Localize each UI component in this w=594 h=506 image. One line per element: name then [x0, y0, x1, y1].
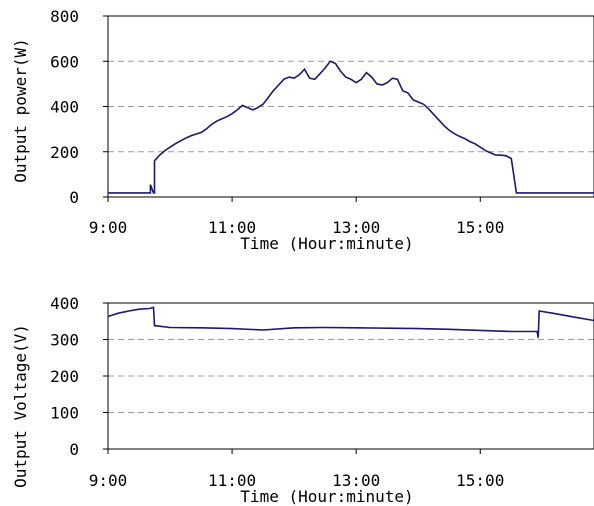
- power-chart: 0 200 400 600 800 9:00 11:00 13:00 15:00 Time (…: [11, 7, 594, 253]
- x-tick-label: 13:00: [332, 218, 380, 237]
- power-x-axis-label: Time (Hour:minute): [240, 234, 413, 253]
- y-tick-label: 0: [69, 440, 79, 459]
- x-tick-label: 15:00: [456, 218, 504, 237]
- voltage-x-axis: 9:00 11:00 13:00 15:00: [89, 449, 504, 490]
- x-tick-label: 11:00: [208, 218, 256, 237]
- power-y-axis: 0 200 400 600 800: [50, 7, 108, 207]
- y-tick-label: 800: [50, 7, 79, 26]
- y-tick-label: 0: [69, 188, 79, 207]
- voltage-y-axis: 0 100 200 300 400: [50, 294, 108, 459]
- y-tick-label: 400: [50, 98, 79, 117]
- y-tick-label: 400: [50, 294, 79, 313]
- power-x-axis: 9:00 11:00 13:00 15:00: [89, 197, 504, 237]
- power-series-line: [108, 60, 594, 194]
- x-tick-label: 11:00: [208, 471, 256, 490]
- y-tick-label: 300: [50, 331, 79, 350]
- y-tick-label: 600: [50, 52, 79, 71]
- voltage-series-line: [107, 306, 594, 338]
- voltage-x-axis-label: Time (Hour:minute): [240, 487, 413, 506]
- y-tick-label: 100: [50, 404, 79, 423]
- x-tick-label: 13:00: [332, 471, 380, 490]
- voltage-chart: 0 100 200 300 400 9:00 11:00 13:00 15:00 Time (…: [11, 294, 594, 506]
- power-grid: [108, 60, 594, 153]
- x-tick-label: 9:00: [89, 471, 128, 490]
- voltage-y-axis-label: Output Voltage(V): [11, 324, 30, 488]
- y-tick-label: 200: [50, 367, 79, 386]
- x-tick-label: 15:00: [456, 471, 504, 490]
- x-tick-label: 9:00: [89, 218, 128, 237]
- y-tick-label: 200: [50, 143, 79, 162]
- power-y-axis-label: Output power(W): [11, 38, 30, 183]
- voltage-grid: [108, 339, 594, 413]
